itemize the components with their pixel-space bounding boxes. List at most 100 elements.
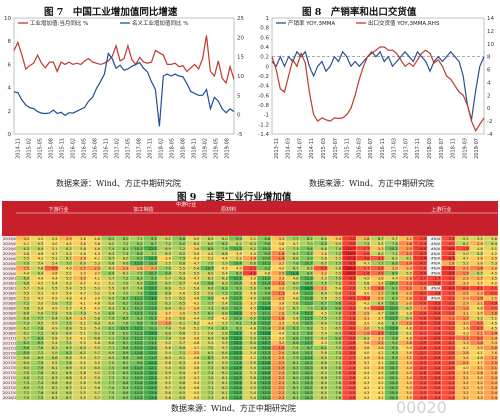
heat-cell-value: 6.0 — [109, 321, 115, 325]
heat-cell-value: 5.7 — [94, 396, 100, 400]
heat-cell-value: 12.0 — [135, 262, 144, 266]
heat-cell-value: 4.5 — [378, 371, 384, 375]
heat-cell-value: -5.6 — [433, 282, 441, 286]
heat-cell-value: 4.2 — [194, 346, 200, 350]
x-tick-label: 2016-07 — [368, 138, 374, 159]
heat-cell-value: 12.6 — [149, 361, 158, 365]
heat-cell-value: 12.1 — [262, 386, 270, 390]
heat-cell-value: 0.4 — [378, 267, 384, 271]
heat-cell-value: 5.0 — [66, 277, 72, 281]
heat-cell-value: 9.4 — [165, 272, 171, 276]
heat-cell-value: 7.4 — [293, 311, 299, 315]
heat-cell-value: -0.7 — [447, 356, 454, 360]
heat-cell-value: 3.1 — [23, 237, 29, 241]
heat-cell-value: 6.6 — [179, 262, 185, 266]
heat-cell-value: 5.1 — [406, 331, 412, 335]
heat-cell-value: -3.1 — [419, 351, 426, 355]
heat-cell-value: 7.8 — [392, 242, 398, 246]
heat-cell-value: -2.6 — [348, 287, 356, 291]
heat-cell-value: 5.4 — [250, 391, 256, 395]
heat-cell-value: 10.1 — [135, 247, 143, 251]
fig7-chart: 0 2 4 6 8 10 -5 0 5 10 15 20 25 2014-11 2015-02 2015-05… — [4, 16, 244, 159]
heat-cell-value: -1.6 — [348, 311, 356, 315]
heat-cell-value: 5.4 — [52, 262, 58, 266]
heat-cell-value: 3.5 — [406, 396, 412, 400]
heat-cell-value: 1.9 — [364, 331, 370, 335]
heat-cell-value: -14.7 — [346, 252, 355, 256]
heat-cell-value: 3.2 — [279, 306, 285, 310]
heat-cell-value: 5.7 — [94, 351, 100, 355]
heat-cell-value: 6.3 — [52, 376, 58, 380]
heat-cell-value: 4.6 — [378, 321, 384, 325]
x-tick-label: 2015-08 — [49, 138, 55, 159]
row-label: 2018/11 — [3, 281, 19, 286]
heat-cell-value: 7.1 — [23, 301, 29, 305]
heat-cell-value: 8.1 — [321, 346, 327, 350]
heat-cell-value: 8.7 — [321, 301, 327, 305]
heat-cell-value: 3.8 — [279, 301, 285, 305]
heat-cell-value: 5.4 — [222, 301, 228, 305]
row-label: 2018/05 — [3, 311, 19, 316]
heat-cell-value: 4.8 — [293, 297, 299, 301]
heat-cell-value: -0.8 — [462, 287, 470, 291]
heat-cell-value: 3.3 — [279, 321, 285, 325]
heat-cell-value: -1.2 — [447, 297, 454, 301]
heat-cell-value: 2.5 — [23, 267, 29, 271]
heat-cell-value: 7.2 — [66, 301, 72, 305]
heat-cell-value: 5.3 — [321, 277, 327, 281]
heat-cell-value: 7.7 — [208, 301, 214, 305]
row-label: 2018/01 — [3, 330, 19, 335]
heat-cell-value: 9.2 — [392, 341, 398, 345]
y-right-tick-label: 4 — [487, 80, 491, 86]
heat-cell-value: 5.4 — [38, 306, 44, 310]
heat-cell-value: -11.3 — [346, 257, 355, 261]
heat-cell-value: 5.5 — [80, 396, 86, 400]
heat-cell-value: 6.5 — [38, 321, 44, 325]
heat-cell-value: 3.4 — [378, 282, 384, 286]
heat-cell-value: 7.2 — [335, 282, 341, 286]
heat-cell-value: 12.2 — [305, 311, 313, 315]
heat-cell-value: -4.0 — [249, 272, 257, 276]
heat-cell-value: 6.5 — [179, 396, 185, 400]
heat-cell-value: 12.1 — [149, 247, 157, 251]
heat-cell-value: 14.0 — [305, 287, 314, 291]
heat-cell-value: 13.2 — [149, 297, 157, 301]
row-label-cell — [2, 375, 16, 381]
heat-cell-value: 6.4 — [52, 316, 58, 320]
heat-cell-value: 7.5 — [109, 396, 115, 400]
heat-cell-value: 3.2 — [477, 381, 483, 385]
heat-cell-value: 8.8 — [179, 237, 185, 241]
heat-cell-value: 1.4 — [420, 306, 426, 310]
heat-cell-value: 7.8 — [222, 247, 228, 251]
fig8-chart: -1.4 -1.2 -1 -0.8 -0.6 -0.4 -0.2 0 0.2 0.4 0.6 0.8 1… — [258, 16, 494, 159]
heat-cell-value: 6.9 — [165, 247, 171, 251]
heat-cell-value: 6.0 — [80, 262, 86, 266]
heat-cell-value: 3.4 — [406, 366, 412, 370]
heat-cell-value: 0.7 — [477, 336, 483, 340]
heat-cell-value: 6.9 — [222, 306, 228, 310]
heat-cell-value: 6.0 — [109, 301, 115, 305]
y-left-tick-label: -1.2 — [258, 122, 269, 128]
heat-cell-value: 3.7 — [477, 282, 483, 286]
heat-cell-value: 11.2 — [149, 301, 157, 305]
heat-cell-value: 12.2 — [262, 316, 270, 320]
heat-cell-value: 4.0 — [52, 242, 58, 246]
heat-cell-value: 4.6 — [264, 272, 270, 276]
y-left-tick-label: 0.6 — [260, 35, 269, 41]
heat-cell-value: 2.9 — [406, 292, 412, 296]
heat-cell-value: -3.3 — [447, 336, 454, 340]
heat-cell-value: 6.2 — [52, 386, 58, 390]
heat-cell-value: 12.7 — [262, 341, 270, 345]
heat-cell-value: 8.7 — [208, 356, 214, 360]
heat-cell-value: 5.1 — [321, 326, 327, 330]
heat-cell-value: 8.1 — [123, 247, 129, 251]
heat-cell-value: 6.8 — [52, 356, 58, 360]
heat-cell-value: 5.5 — [194, 292, 200, 296]
row-label-cell — [2, 320, 16, 326]
heat-cell-value: 6.5 — [477, 272, 483, 276]
heat-cell-value: 3.9 — [406, 346, 412, 350]
heat-cell-value: 6.2 — [52, 371, 58, 375]
heat-cell-value: 4.5 — [66, 242, 72, 246]
heat-cell-value: 5.1 — [179, 287, 185, 291]
header-group-label: 上游行业 — [431, 206, 451, 213]
